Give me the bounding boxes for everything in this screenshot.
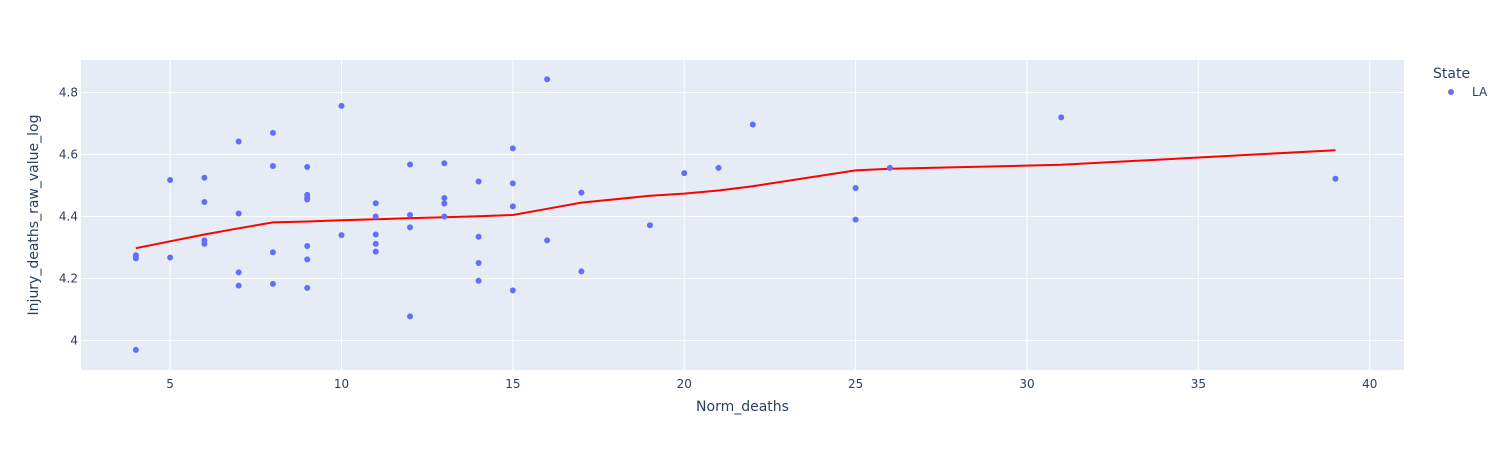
data-point — [749, 121, 756, 128]
y-tick-label: 4.2 — [59, 272, 78, 286]
data-point — [852, 216, 859, 223]
data-point — [1058, 114, 1065, 121]
data-point — [235, 210, 242, 217]
data-point — [441, 213, 448, 220]
data-point — [475, 260, 482, 267]
trend-line — [135, 149, 1336, 250]
data-point — [509, 145, 516, 152]
data-point — [372, 231, 379, 238]
data-point — [201, 240, 208, 247]
data-point — [681, 170, 688, 177]
data-point — [578, 268, 585, 275]
data-point — [509, 287, 516, 294]
data-point — [132, 346, 139, 353]
data-point — [441, 194, 448, 201]
data-point — [304, 196, 311, 203]
plot-area — [81, 60, 1404, 370]
data-point — [235, 282, 242, 289]
data-point — [407, 161, 414, 168]
data-point — [407, 313, 414, 320]
data-point — [475, 233, 482, 240]
x-tick-labels: 5 10 15 20 25 30 35 40 — [166, 377, 1377, 391]
data-point — [304, 243, 311, 249]
data-point — [475, 178, 482, 185]
data-point — [167, 176, 174, 183]
data-point — [852, 185, 859, 192]
x-tick-label: 20 — [677, 377, 692, 391]
data-point — [372, 240, 379, 247]
x-tick-label: 40 — [1362, 377, 1377, 391]
data-point — [304, 256, 311, 263]
data-point — [441, 160, 448, 167]
data-point — [167, 254, 174, 261]
y-tick-label: 4.6 — [59, 148, 78, 162]
data-point — [509, 203, 516, 210]
y-tick-label: 4 — [70, 334, 78, 348]
legend-item-label[interactable]: LA — [1472, 85, 1488, 99]
data-point — [132, 252, 139, 259]
legend-title: State — [1433, 66, 1470, 82]
data-point — [544, 76, 551, 83]
data-point — [201, 174, 208, 181]
x-tick-label: 10 — [334, 377, 349, 391]
x-tick-label: 35 — [1191, 377, 1206, 391]
y-axis-title: Injury_deaths_raw_value_log — [26, 115, 42, 316]
legend-marker-icon — [1448, 89, 1454, 95]
data-point — [646, 222, 653, 229]
y-tick-labels: 4 4.2 4.4 4.6 4.8 — [59, 86, 78, 348]
y-tick-label: 4.4 — [59, 210, 78, 224]
x-axis-title: Norm_deaths — [696, 399, 789, 415]
data-point — [201, 198, 208, 205]
data-point — [886, 164, 893, 171]
data-point — [544, 237, 551, 244]
trend-line-layer — [135, 149, 1336, 250]
data-point — [269, 280, 276, 287]
data-point — [441, 200, 448, 207]
data-points — [132, 76, 1339, 353]
data-point — [372, 248, 379, 255]
data-point — [304, 284, 311, 291]
data-point — [407, 212, 414, 218]
data-point — [372, 213, 379, 220]
data-point — [304, 163, 311, 170]
data-point — [509, 180, 516, 187]
data-point — [715, 164, 722, 171]
data-point — [338, 102, 345, 109]
data-point — [269, 249, 276, 256]
grid-lines — [81, 60, 1404, 370]
x-tick-label: 25 — [848, 377, 863, 391]
data-point — [578, 189, 585, 196]
x-tick-label: 30 — [1019, 377, 1034, 391]
data-point — [269, 163, 276, 170]
data-point — [372, 200, 379, 207]
x-tick-label: 5 — [166, 377, 174, 391]
legend[interactable]: State LA — [1433, 66, 1488, 99]
data-point — [338, 232, 345, 239]
y-tick-label: 4.8 — [59, 86, 78, 100]
data-point — [235, 138, 242, 145]
data-point — [407, 224, 414, 231]
data-point — [475, 277, 482, 284]
data-point — [235, 269, 242, 276]
data-point — [269, 129, 276, 136]
x-tick-label: 15 — [505, 377, 520, 391]
data-point — [1332, 175, 1339, 182]
